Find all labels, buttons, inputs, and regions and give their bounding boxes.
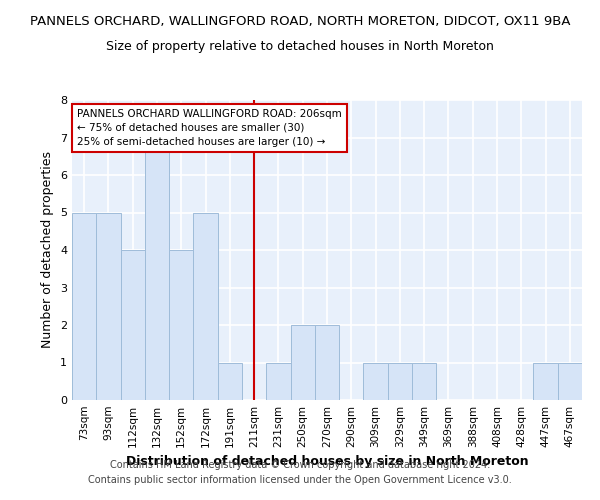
Bar bbox=[218, 362, 242, 400]
Y-axis label: Number of detached properties: Number of detached properties bbox=[41, 152, 55, 348]
Bar bbox=[533, 362, 558, 400]
Bar bbox=[558, 362, 582, 400]
Text: PANNELS ORCHARD, WALLINGFORD ROAD, NORTH MORETON, DIDCOT, OX11 9BA: PANNELS ORCHARD, WALLINGFORD ROAD, NORTH… bbox=[30, 15, 570, 28]
Text: PANNELS ORCHARD WALLINGFORD ROAD: 206sqm
← 75% of detached houses are smaller (3: PANNELS ORCHARD WALLINGFORD ROAD: 206sqm… bbox=[77, 109, 342, 147]
Bar bbox=[72, 212, 96, 400]
Bar bbox=[121, 250, 145, 400]
X-axis label: Distribution of detached houses by size in North Moreton: Distribution of detached houses by size … bbox=[125, 456, 529, 468]
Bar bbox=[169, 250, 193, 400]
Bar bbox=[193, 212, 218, 400]
Bar bbox=[266, 362, 290, 400]
Bar bbox=[364, 362, 388, 400]
Bar bbox=[290, 325, 315, 400]
Bar bbox=[96, 212, 121, 400]
Text: Size of property relative to detached houses in North Moreton: Size of property relative to detached ho… bbox=[106, 40, 494, 53]
Bar bbox=[388, 362, 412, 400]
Text: Contains HM Land Registry data © Crown copyright and database right 2024.
Contai: Contains HM Land Registry data © Crown c… bbox=[88, 460, 512, 485]
Bar bbox=[412, 362, 436, 400]
Bar bbox=[145, 138, 169, 400]
Bar bbox=[315, 325, 339, 400]
